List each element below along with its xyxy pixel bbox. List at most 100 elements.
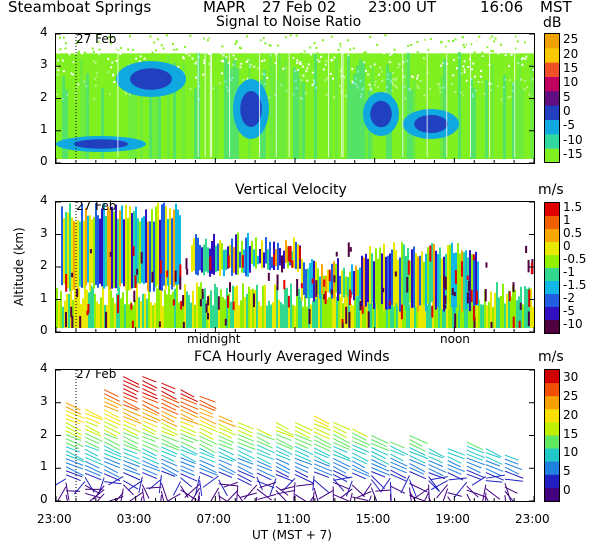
snr-column <box>194 88 197 159</box>
y-tick-label: 2 <box>40 89 48 104</box>
snr-noise-cell <box>479 75 482 78</box>
wind-barb <box>237 433 254 442</box>
vv-cell <box>395 250 397 304</box>
wind-barb <box>466 465 481 474</box>
snr-noise-cell <box>113 81 116 84</box>
snr-noise-cell <box>243 46 246 49</box>
wind-barb <box>161 406 179 415</box>
colorbar-tick-label: 0 <box>563 103 571 118</box>
wind-barb <box>424 492 430 501</box>
wind-barb <box>218 455 234 462</box>
vv-cell <box>84 283 86 332</box>
vv-cell <box>68 293 70 332</box>
wind-barb <box>218 491 221 501</box>
vv-cell <box>471 254 473 303</box>
vv-cell <box>524 286 526 332</box>
wind-barb <box>65 434 82 441</box>
vv-cell <box>402 295 404 332</box>
vv-cell <box>87 215 89 283</box>
wind-barb <box>371 443 390 452</box>
snr-column <box>317 74 320 159</box>
snr-column <box>149 72 152 159</box>
snr-noise-cell <box>250 69 253 72</box>
snr-noise-cell <box>143 36 146 39</box>
snr-noise-cell <box>154 49 157 52</box>
wind-barb <box>256 440 273 449</box>
vv-streak <box>267 272 270 281</box>
vv-cell <box>308 282 310 332</box>
snr-noise-cell <box>371 63 374 66</box>
vv-streak <box>140 252 143 264</box>
snr-noise-cell <box>113 48 116 51</box>
vv-cell <box>218 296 220 332</box>
snr-noise-cell <box>214 43 217 46</box>
colorbar-tick-label: 5 <box>563 463 571 478</box>
wind-barb <box>141 484 150 499</box>
wind-barb <box>504 486 518 494</box>
snr-noise-cell <box>382 64 385 67</box>
vv-cell <box>436 287 438 332</box>
wind-barb <box>161 466 178 477</box>
colorbar-tick-label: 10 <box>563 445 579 460</box>
snr-column <box>524 75 527 159</box>
snr-noise-cell <box>110 48 113 51</box>
snr-noise-cell <box>382 54 385 57</box>
vv-cell <box>132 305 134 332</box>
snr-noise-cell <box>474 75 477 78</box>
snr-noise-cell <box>410 44 413 47</box>
vv-cell <box>205 238 207 272</box>
wind-barb <box>294 433 312 442</box>
snr-column <box>80 58 83 159</box>
snr-echo-core <box>130 68 172 90</box>
vv-cell <box>180 303 182 332</box>
vv-cell <box>60 290 62 332</box>
wind-barb <box>466 449 486 459</box>
snr-column <box>224 57 227 159</box>
vv-cell <box>370 287 372 332</box>
snr-noise-cell <box>369 44 372 47</box>
wind-barb <box>275 465 290 474</box>
vv-cell <box>381 253 383 305</box>
wind-barb <box>180 433 199 442</box>
colorbar-tick-label: -1 <box>563 264 575 279</box>
snr-noise-cell <box>149 35 152 38</box>
snr-noise-cell <box>260 46 263 49</box>
colorbar-swatch <box>545 294 559 308</box>
wind-barb <box>180 437 194 444</box>
vv-cell <box>449 244 451 307</box>
vv-streak <box>454 270 457 285</box>
snr-noise-cell <box>416 51 419 54</box>
wind-barb <box>237 461 253 469</box>
wind-barb <box>123 424 141 433</box>
wind-barb <box>142 376 157 383</box>
snr-noise-cell <box>322 51 325 54</box>
snr-echo-core <box>240 91 262 127</box>
snr-noise-cell <box>239 66 242 69</box>
vv-cell <box>342 303 344 332</box>
vv-cell <box>149 221 151 292</box>
wind-barb <box>430 476 448 481</box>
vv-streak <box>186 268 189 275</box>
snr-column <box>299 77 302 159</box>
wind-barb <box>103 405 119 412</box>
snr-noise-cell <box>342 45 345 48</box>
vv-cell <box>71 217 73 292</box>
wind-barb <box>199 467 218 476</box>
wind-barb <box>482 484 487 501</box>
colorbar-tick-label: 20 <box>563 46 579 61</box>
wind-barb <box>142 452 157 460</box>
vv-cell <box>302 306 304 332</box>
vv-cell <box>480 304 482 332</box>
wind-barb <box>65 418 80 425</box>
vv-streak <box>179 274 182 290</box>
vv-streak <box>451 288 454 296</box>
snr-column <box>185 80 188 159</box>
wind-barb <box>448 477 467 481</box>
snr-noise-cell <box>382 57 385 60</box>
vv-cell <box>252 288 254 332</box>
vv-cell <box>366 301 368 332</box>
vv-cell <box>204 288 206 332</box>
wind-barb <box>332 425 347 434</box>
snr-noise-cell <box>301 38 304 41</box>
vv-cell <box>172 291 174 332</box>
